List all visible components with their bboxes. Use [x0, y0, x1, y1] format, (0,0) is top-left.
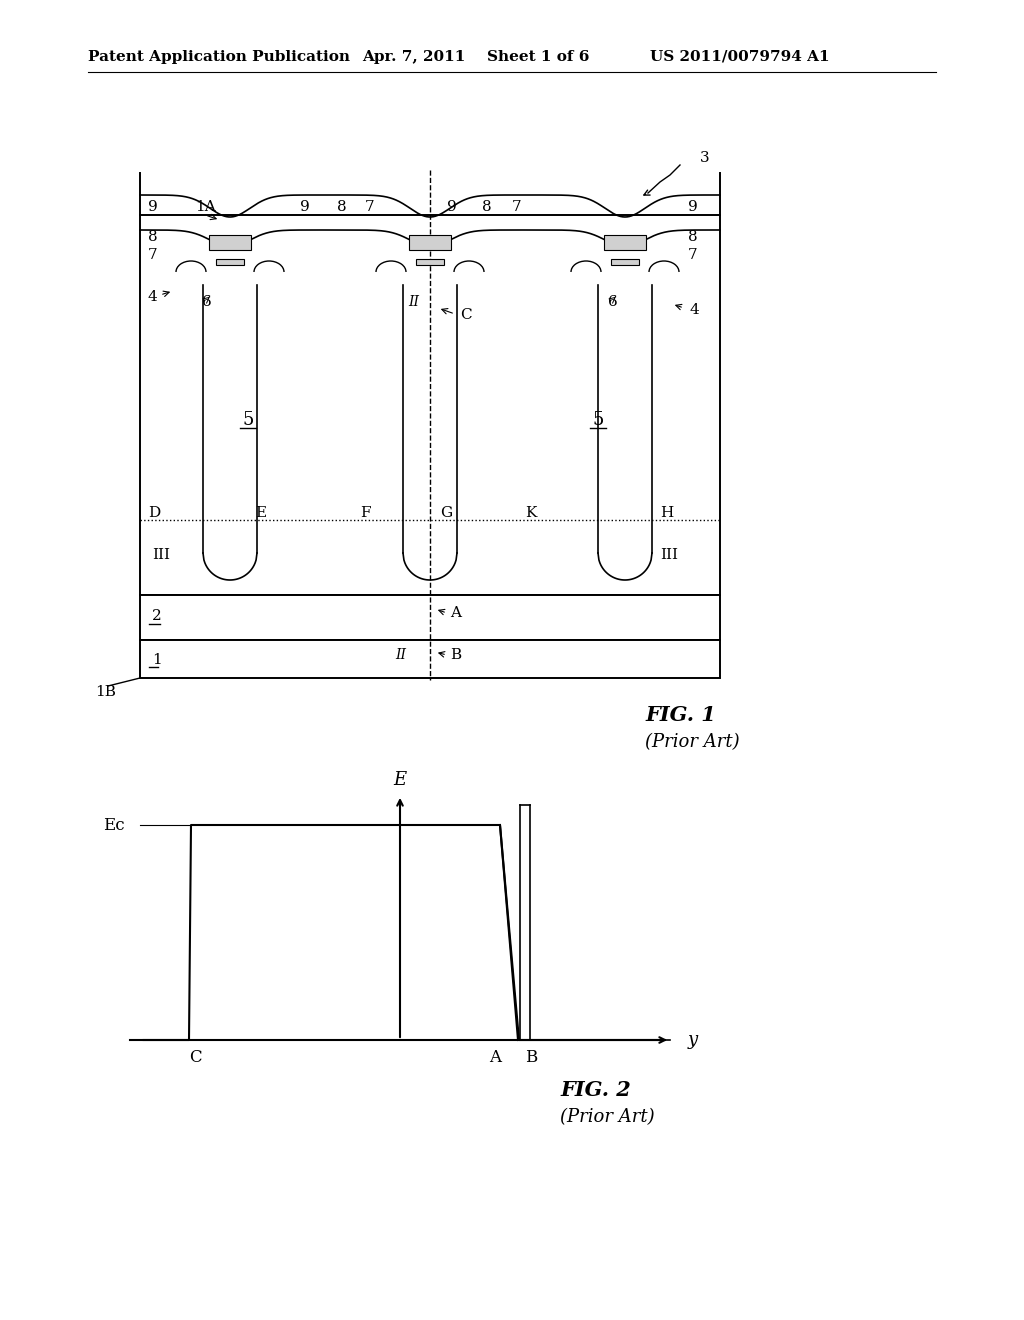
Text: 6: 6 [202, 294, 212, 309]
Text: II: II [408, 294, 419, 309]
Text: A: A [489, 1049, 501, 1067]
Bar [140, 595, 720, 640]
Text: 9: 9 [300, 201, 309, 214]
Text: FIG. 1: FIG. 1 [645, 705, 716, 725]
Text: US 2011/0079794 A1: US 2011/0079794 A1 [650, 50, 829, 63]
Text: 8: 8 [337, 201, 347, 214]
Text: 5: 5 [592, 411, 604, 429]
Text: 7: 7 [148, 248, 158, 261]
Text: G: G [440, 506, 453, 520]
Text: 2: 2 [152, 609, 162, 623]
Text: 8: 8 [482, 201, 492, 214]
Bar [216, 259, 244, 265]
Text: Patent Application Publication: Patent Application Publication [88, 50, 350, 63]
Text: 5: 5 [243, 411, 254, 429]
Text: E: E [393, 771, 407, 789]
Bar [140, 640, 720, 678]
Text: 9: 9 [148, 201, 158, 214]
Text: 9: 9 [447, 201, 457, 214]
Text: Apr. 7, 2011: Apr. 7, 2011 [362, 50, 465, 63]
Text: 7: 7 [365, 201, 375, 214]
Text: E: E [255, 506, 266, 520]
Text: (Prior Art): (Prior Art) [645, 733, 739, 751]
Bar [409, 235, 451, 249]
Bar [611, 259, 639, 265]
Text: 7: 7 [688, 248, 697, 261]
Text: C: C [188, 1049, 202, 1067]
Bar [416, 259, 444, 265]
Text: B: B [450, 648, 461, 663]
Text: F: F [360, 506, 371, 520]
Bar [604, 235, 646, 249]
Text: y: y [688, 1031, 698, 1049]
Text: B: B [525, 1049, 538, 1067]
Text: 1: 1 [152, 653, 162, 667]
Text: III: III [660, 548, 678, 562]
Text: 4: 4 [690, 304, 699, 317]
Text: 1A: 1A [195, 201, 216, 214]
Bar [140, 215, 720, 595]
Text: III: III [152, 548, 170, 562]
Text: 4: 4 [148, 290, 158, 304]
Text: 7: 7 [512, 201, 521, 214]
Text: 9: 9 [688, 201, 697, 214]
Text: 8: 8 [148, 230, 158, 244]
Text: H: H [660, 506, 673, 520]
Text: K: K [525, 506, 537, 520]
Bar [209, 235, 251, 249]
Text: Ec: Ec [103, 817, 125, 833]
Text: 3: 3 [700, 150, 710, 165]
Text: II: II [395, 648, 406, 663]
Text: 1B: 1B [95, 685, 116, 700]
Text: Sheet 1 of 6: Sheet 1 of 6 [487, 50, 590, 63]
Text: A: A [450, 606, 461, 620]
Text: C: C [460, 308, 472, 322]
Text: 8: 8 [688, 230, 697, 244]
Text: 6: 6 [608, 294, 617, 309]
Text: FIG. 2: FIG. 2 [560, 1080, 631, 1100]
Text: (Prior Art): (Prior Art) [560, 1107, 654, 1126]
Text: D: D [148, 506, 160, 520]
